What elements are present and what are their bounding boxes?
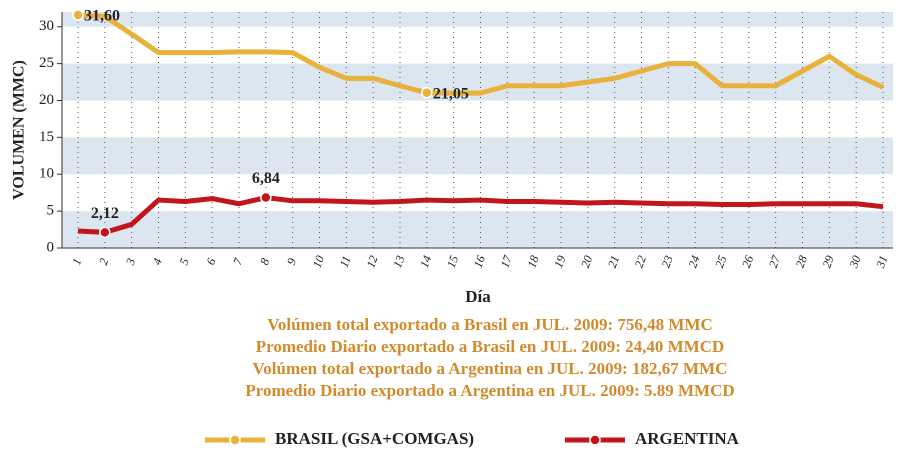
x-tick-label: 19	[551, 254, 568, 270]
grid-band	[62, 12, 893, 27]
legend-marker	[589, 434, 601, 446]
grid-band	[62, 211, 893, 248]
legend-marker	[229, 434, 241, 446]
y-tick-label: 0	[47, 239, 55, 255]
x-tick-label: 17	[498, 253, 516, 270]
x-tick-label: 15	[444, 254, 461, 270]
x-tick-label: 31	[873, 254, 891, 271]
x-tick-label: 26	[739, 254, 756, 270]
x-tick-label: 18	[524, 254, 541, 270]
x-tick-label: 6	[203, 256, 218, 266]
data-label: 2,12	[91, 205, 119, 222]
x-tick-label: 20	[578, 254, 595, 270]
y-tick-label: 25	[39, 55, 54, 71]
marker	[72, 9, 84, 21]
x-tick-label: 29	[820, 254, 837, 270]
note: Promedio Diario exportado a Brasil en JU…	[256, 337, 725, 356]
y-tick-label: 10	[39, 166, 54, 182]
x-tick-label: 9	[284, 256, 299, 266]
x-tick-label: 5	[177, 256, 192, 266]
note: Volúmen total exportado a Brasil en JUL.…	[267, 315, 713, 334]
x-tick-label: 13	[390, 254, 407, 270]
x-tick-label: 27	[766, 253, 784, 270]
y-tick-label: 15	[39, 129, 54, 145]
data-label: 31,60	[84, 8, 120, 25]
x-tick-label: 22	[632, 254, 649, 270]
marker	[260, 191, 272, 204]
y-tick-label: 5	[47, 203, 55, 219]
grid-band	[62, 137, 893, 175]
x-tick-label: 8	[257, 256, 272, 266]
legend-label: ARGENTINA	[635, 429, 740, 448]
x-tick-label: 25	[712, 254, 729, 270]
y-tick-label: 20	[39, 92, 54, 108]
note: Promedio Diario exportado a Argentina en…	[245, 381, 734, 400]
x-tick-label: 24	[685, 254, 702, 270]
y-tick-label: 30	[39, 18, 54, 34]
data-label: 6,84	[252, 170, 280, 187]
y-axis-label: VOLUMEN (MMC)	[11, 60, 28, 200]
x-tick-label: 21	[605, 254, 622, 270]
marker	[99, 226, 111, 239]
x-tick-label: 4	[150, 256, 165, 266]
x-tick-label: 7	[230, 255, 246, 266]
marker	[421, 87, 433, 99]
x-tick-label: 23	[659, 254, 676, 270]
data-label: 21,05	[433, 85, 469, 102]
x-tick-label: 16	[471, 254, 488, 270]
x-tick-label: 2	[96, 256, 111, 266]
x-tick-label: 11	[337, 254, 354, 269]
x-tick-label: 3	[123, 256, 139, 267]
series-line	[77, 195, 884, 235]
x-tick-label: 1	[69, 256, 84, 266]
x-tick-label: 30	[846, 254, 864, 271]
x-axis-label: Día	[465, 287, 491, 306]
x-tick-label: 10	[310, 254, 327, 270]
x-tick-label: 28	[793, 254, 810, 270]
legend-label: BRASIL (GSA+COMGAS)	[275, 429, 474, 448]
note: Volúmen total exportado a Argentina en J…	[253, 359, 728, 378]
x-tick-label: 12	[363, 254, 380, 270]
series-line	[77, 12, 885, 96]
x-tick-label: 14	[417, 254, 434, 270]
